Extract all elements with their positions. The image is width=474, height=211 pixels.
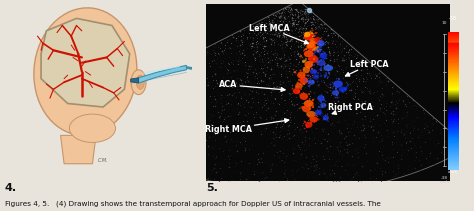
Ellipse shape [304,32,314,41]
Ellipse shape [317,40,325,46]
Ellipse shape [320,103,327,108]
Text: 10: 10 [442,21,447,25]
Ellipse shape [314,37,320,42]
Text: Right PCA: Right PCA [328,103,373,114]
Ellipse shape [314,47,318,50]
Ellipse shape [306,43,316,50]
Ellipse shape [332,90,339,96]
Ellipse shape [315,48,321,53]
Text: 4.: 4. [5,183,17,192]
Polygon shape [130,78,138,83]
Ellipse shape [300,93,308,100]
Ellipse shape [304,61,313,68]
Text: Left PCA: Left PCA [346,60,389,76]
Text: 5.: 5. [206,183,218,192]
Ellipse shape [317,95,325,101]
Ellipse shape [308,80,315,85]
Ellipse shape [293,88,300,94]
Ellipse shape [131,70,146,95]
Ellipse shape [333,80,343,88]
Ellipse shape [34,8,137,135]
Text: -38: -38 [449,16,457,21]
Ellipse shape [137,75,144,89]
Ellipse shape [297,72,306,79]
Text: Right MCA: Right MCA [205,119,289,134]
Ellipse shape [323,65,333,71]
Ellipse shape [317,60,325,66]
Ellipse shape [305,122,312,128]
Ellipse shape [324,74,327,76]
Ellipse shape [323,115,329,120]
Ellipse shape [295,83,302,89]
Ellipse shape [315,110,322,115]
Ellipse shape [69,114,116,142]
Ellipse shape [338,87,347,92]
Text: Figures 4, 5.   (4) Drawing shows the transtemporal approach for Doppler US of i: Figures 4, 5. (4) Drawing shows the tran… [5,200,381,207]
Ellipse shape [304,100,314,107]
Text: -38
cm/s: -38 cm/s [439,176,449,184]
Ellipse shape [304,50,314,57]
Polygon shape [61,135,96,164]
Text: cm/s: cm/s [448,170,458,174]
Ellipse shape [313,74,319,80]
Ellipse shape [310,38,318,45]
Ellipse shape [302,66,310,73]
Ellipse shape [309,56,319,63]
Ellipse shape [302,60,306,62]
Ellipse shape [306,111,316,117]
Ellipse shape [310,69,317,74]
Ellipse shape [310,116,318,123]
Polygon shape [138,65,186,83]
Ellipse shape [302,105,310,112]
Ellipse shape [308,42,315,48]
Ellipse shape [300,77,308,84]
Text: C.M.: C.M. [98,158,109,163]
Text: Left MCA: Left MCA [249,24,309,44]
Ellipse shape [319,53,327,59]
Polygon shape [41,18,130,107]
Text: ACA: ACA [219,80,285,91]
Ellipse shape [304,32,310,37]
